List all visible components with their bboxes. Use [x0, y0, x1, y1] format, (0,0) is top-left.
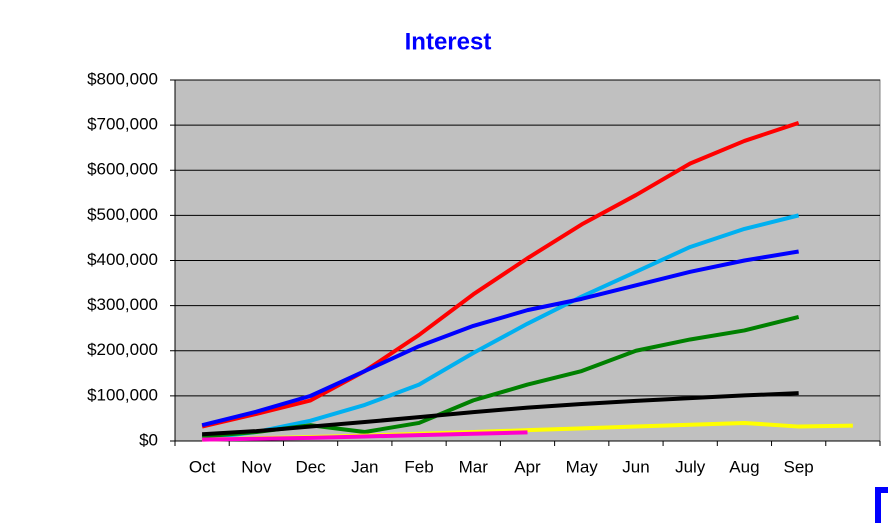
y-tick-label: $400,000 — [87, 250, 158, 269]
y-tick-label: $600,000 — [87, 160, 158, 179]
chart-title: Interest — [405, 28, 492, 55]
x-tick-label: July — [675, 457, 706, 476]
x-tick-label: Dec — [295, 457, 326, 476]
series-line — [201, 391, 799, 437]
x-tick-label: Jan — [351, 457, 378, 476]
x-tick-label: Sep — [784, 457, 814, 476]
series-line — [201, 120, 800, 429]
y-tick-label: $700,000 — [87, 115, 158, 134]
x-tick-label: Jun — [622, 457, 649, 476]
x-tick-label: Apr — [514, 457, 541, 476]
y-tick-label: $300,000 — [87, 295, 158, 314]
y-tick-label: $800,000 — [87, 69, 158, 88]
x-tick-label: Oct — [189, 457, 216, 476]
y-tick-label: $0 — [139, 430, 158, 449]
y-tick-label: $100,000 — [87, 385, 158, 404]
series-line — [201, 213, 800, 441]
x-tick-label: Nov — [241, 457, 272, 476]
y-tick-label: $500,000 — [87, 205, 158, 224]
x-tick-label: May — [566, 457, 599, 476]
x-tick-label: Aug — [729, 457, 759, 476]
x-tick-label: Mar — [459, 457, 489, 476]
y-tick-label: $200,000 — [87, 340, 158, 359]
x-tick-label: Feb — [404, 457, 433, 476]
corner-shape — [875, 487, 888, 523]
series-line — [201, 249, 799, 428]
series-line — [202, 430, 528, 442]
